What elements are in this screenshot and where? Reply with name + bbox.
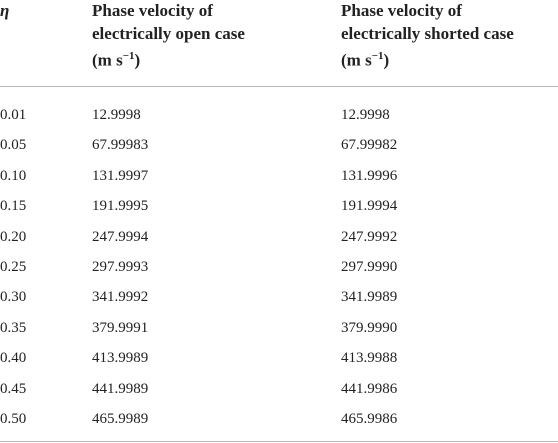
velocity-value: 379.9990 [341, 319, 398, 336]
velocity-value: 465.9986 [341, 411, 398, 427]
unit-exponent: −1 [371, 50, 384, 62]
velocity-value: 67.99983 [92, 137, 149, 154]
velocity-value: 297.9993 [92, 259, 149, 275]
header-line: electrically open case [92, 24, 245, 43]
velocity-value: 247.9994 [92, 228, 149, 245]
header-cell: Phase velocity of electrically shorted ca… [341, 0, 514, 72]
velocity-value: 191.9995 [92, 198, 149, 215]
header-unit: (m s−1) [341, 45, 514, 72]
eta-value: 0.35 [0, 319, 27, 336]
eta-value: 0.10 [0, 167, 27, 184]
velocity-value: 247.9992 [341, 228, 398, 245]
header-cell: Phase velocity of electrically open case (… [92, 0, 245, 72]
velocity-value: 131.9996 [341, 167, 398, 184]
eta-value: 0.15 [0, 198, 27, 215]
velocity-value: 379.9991 [92, 319, 149, 336]
velocity-value: 413.9988 [341, 350, 398, 367]
velocity-value: 465.9989 [92, 411, 149, 427]
eta-value: 0.25 [0, 259, 27, 275]
eta-value: 0.50 [0, 411, 27, 427]
velocity-value: 441.9989 [92, 380, 149, 397]
header-rule [0, 86, 558, 87]
unit-text: ) [134, 50, 141, 70]
velocity-value: 341.9992 [92, 289, 149, 306]
velocity-value: 341.9989 [341, 289, 398, 306]
velocity-value: 131.9997 [92, 167, 149, 184]
header-line: Phase velocity of [92, 1, 213, 20]
header-line: Phase velocity of [341, 1, 462, 20]
eta-value: 0.20 [0, 228, 27, 245]
eta-value: 0.05 [0, 137, 27, 154]
eta-value: 0.01 [0, 107, 27, 123]
unit-text: ) [383, 50, 390, 70]
velocity-value: 67.99982 [341, 137, 398, 154]
header-cell: η [0, 0, 9, 22]
header-unit: (m s−1) [92, 45, 245, 72]
velocity-value: 191.9994 [341, 198, 398, 215]
velocity-value: 12.9998 [341, 107, 390, 123]
eta-value: 0.40 [0, 350, 27, 367]
unit-text: (m s [92, 50, 123, 70]
header-line: electrically shorted case [341, 24, 514, 43]
unit-exponent: −1 [122, 50, 135, 62]
header-line: η [0, 1, 10, 20]
velocity-value: 413.9989 [92, 350, 149, 367]
velocity-value: 297.9990 [341, 259, 398, 275]
velocity-value: 441.9986 [341, 380, 398, 397]
velocity-value: 12.9998 [92, 107, 141, 123]
eta-value: 0.30 [0, 289, 27, 306]
bottom-rule [0, 441, 558, 442]
eta-value: 0.45 [0, 380, 27, 397]
unit-text: (m s [341, 50, 372, 70]
